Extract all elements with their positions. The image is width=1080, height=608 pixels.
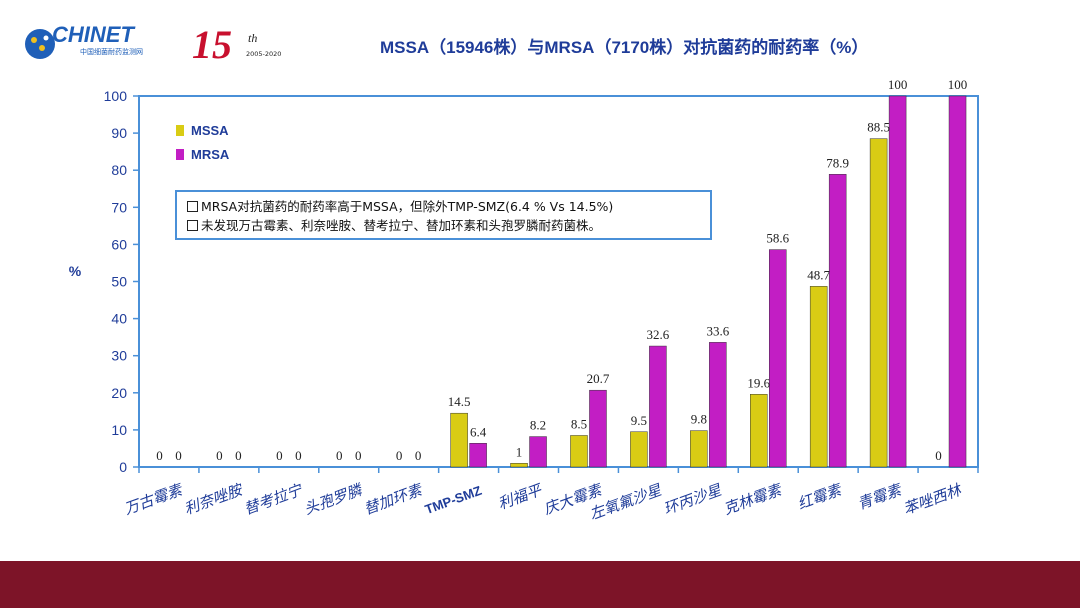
data-label-mssa: 0 bbox=[336, 448, 343, 463]
legend-item-mrsa: MRSA bbox=[176, 145, 229, 169]
data-label-mssa: 0 bbox=[935, 448, 942, 463]
footer-band bbox=[0, 561, 1080, 608]
data-label-mssa: 0 bbox=[156, 448, 163, 463]
data-label-mssa: 88.5 bbox=[867, 120, 890, 135]
bar-mssa bbox=[570, 435, 588, 468]
x-tick-label: 青霉素 bbox=[855, 480, 905, 513]
data-label-mssa: 9.8 bbox=[691, 412, 707, 427]
x-tick-label: 利福平 bbox=[495, 480, 545, 513]
chart-legend: MSSA MRSA bbox=[176, 121, 229, 169]
y-tick-label: 30 bbox=[111, 348, 127, 364]
legend-label-mrsa: MRSA bbox=[191, 147, 230, 162]
data-label-mrsa: 33.6 bbox=[706, 323, 729, 338]
y-tick-label: 80 bbox=[111, 162, 127, 178]
checkbox-icon bbox=[187, 220, 198, 231]
data-label-mrsa: 8.2 bbox=[530, 418, 546, 433]
legend-swatch-mrsa bbox=[176, 149, 184, 160]
bar-mrsa bbox=[469, 443, 487, 468]
anniversary-number: 15 bbox=[192, 22, 232, 67]
x-tick-label: 利奈唑胺 bbox=[182, 480, 246, 518]
x-tick-label: 替考拉宁 bbox=[242, 480, 306, 518]
data-label-mrsa: 58.6 bbox=[766, 231, 789, 246]
data-label-mrsa: 32.6 bbox=[647, 327, 670, 342]
data-label-mrsa: 0 bbox=[235, 448, 242, 463]
data-label-mssa: 0 bbox=[276, 448, 283, 463]
x-tick-label: 克林霉素 bbox=[721, 480, 785, 518]
note-text-2: 未发现万古霉素、利奈唑胺、替考拉宁、替加环素和头孢罗膦耐药菌株。 bbox=[201, 218, 602, 233]
bar-mssa bbox=[750, 394, 768, 468]
bar-mssa bbox=[510, 463, 528, 468]
data-label-mrsa: 100 bbox=[948, 77, 968, 92]
x-tick-label: 苯唑西林 bbox=[901, 480, 965, 518]
data-label-mssa: 9.5 bbox=[631, 413, 647, 428]
y-tick-label: 40 bbox=[111, 311, 127, 327]
data-label-mrsa: 6.4 bbox=[470, 424, 487, 439]
y-tick-label: 0 bbox=[119, 459, 127, 475]
bar-mrsa bbox=[828, 174, 847, 468]
data-label-mssa: 1 bbox=[516, 444, 523, 459]
chart-bars bbox=[450, 95, 967, 468]
logo-text: CHINET bbox=[52, 22, 135, 47]
data-label-mrsa: 100 bbox=[888, 77, 908, 92]
y-tick-label: 90 bbox=[111, 125, 127, 141]
legend-swatch-mssa bbox=[176, 125, 184, 136]
x-tick-label: 替加环素 bbox=[361, 480, 425, 518]
x-tick-label: 头孢罗膦 bbox=[302, 480, 366, 518]
x-tick-label: 红霉素 bbox=[795, 480, 845, 513]
y-tick-label: 50 bbox=[111, 274, 127, 290]
y-tick-label: 20 bbox=[111, 385, 127, 401]
y-axis-label: % bbox=[69, 263, 82, 279]
x-tick-label: TMP-SMZ bbox=[423, 483, 484, 517]
data-label-mssa: 48.7 bbox=[807, 267, 830, 282]
data-label-mrsa: 0 bbox=[355, 448, 362, 463]
data-label-mrsa: 0 bbox=[175, 448, 182, 463]
legend-item-mssa: MSSA bbox=[176, 121, 229, 145]
plot-frame bbox=[138, 95, 979, 468]
data-label-mssa: 0 bbox=[216, 448, 223, 463]
y-tick-label: 60 bbox=[111, 236, 127, 252]
bar-mrsa bbox=[649, 345, 667, 468]
bar-mrsa bbox=[589, 389, 607, 468]
bar-mssa bbox=[809, 286, 828, 468]
bar-mrsa bbox=[948, 95, 967, 468]
bar-mssa bbox=[869, 138, 888, 468]
note-line-1: MRSA对抗菌药的耐药率高于MSSA，但除外TMP-SMZ(6.4 % Vs 1… bbox=[187, 197, 700, 216]
y-tick-label: 100 bbox=[104, 88, 128, 104]
y-tick-label: 70 bbox=[111, 199, 127, 215]
bar-mssa bbox=[690, 430, 708, 468]
note-text-1: MRSA对抗菌药的耐药率高于MSSA，但除外TMP-SMZ(6.4 % Vs 1… bbox=[201, 199, 614, 214]
chart-title: MSSA（15946株）与MRSA（7170株）对抗菌药的耐药率（%） bbox=[380, 38, 869, 57]
bar-mssa bbox=[450, 412, 468, 468]
anniversary-logo: 15 th 2005-2020 bbox=[192, 22, 281, 67]
data-label-mrsa: 0 bbox=[415, 448, 422, 463]
data-label-mssa: 0 bbox=[396, 448, 403, 463]
bar-mrsa bbox=[709, 342, 727, 468]
checkbox-icon bbox=[187, 201, 198, 212]
data-label-mssa: 14.5 bbox=[448, 394, 471, 409]
bar-mssa bbox=[630, 431, 648, 468]
note-box: MRSA对抗菌药的耐药率高于MSSA，但除外TMP-SMZ(6.4 % Vs 1… bbox=[175, 190, 712, 240]
bar-mrsa bbox=[888, 95, 907, 468]
data-label-mrsa: 20.7 bbox=[587, 371, 610, 386]
y-tick-label: 10 bbox=[111, 422, 127, 438]
data-label-mrsa: 0 bbox=[295, 448, 302, 463]
x-tick-label: 万古霉素 bbox=[122, 480, 186, 518]
bar-mrsa bbox=[529, 436, 547, 468]
x-tick-label: 环丙沙星 bbox=[661, 481, 724, 519]
anniversary-years: 2005-2020 bbox=[246, 50, 281, 58]
anniversary-suffix: th bbox=[248, 31, 257, 45]
data-label-mrsa: 78.9 bbox=[826, 155, 849, 170]
data-label-mssa: 19.6 bbox=[747, 375, 770, 390]
bar-mrsa bbox=[769, 249, 787, 468]
note-line-2: 未发现万古霉素、利奈唑胺、替考拉宁、替加环素和头孢罗膦耐药菌株。 bbox=[187, 216, 700, 235]
chinet-logo: CHINET 中国细菌耐药监测网 bbox=[25, 22, 143, 59]
logo-subtext: 中国细菌耐药监测网 bbox=[80, 47, 143, 56]
data-label-mssa: 8.5 bbox=[571, 416, 587, 431]
legend-label-mssa: MSSA bbox=[191, 123, 229, 138]
